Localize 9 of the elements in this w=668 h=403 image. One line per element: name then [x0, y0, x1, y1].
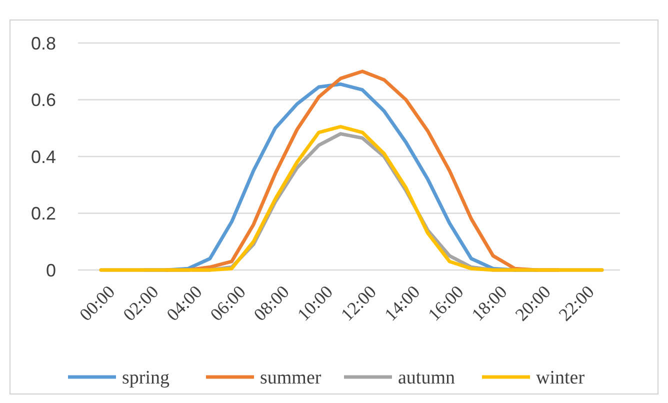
legend-label: summer [260, 368, 322, 389]
legend-label: spring [122, 368, 170, 389]
legend-label: winter [536, 368, 586, 389]
y-tick-label: 0.4 [30, 146, 56, 167]
y-tick-label: 0.2 [30, 204, 56, 224]
y-tick-label: 0.6 [30, 90, 56, 110]
y-tick-label: 0 [46, 260, 56, 280]
legend-label: autumn [398, 368, 456, 389]
y-tick-label: 0.8 [30, 33, 56, 54]
